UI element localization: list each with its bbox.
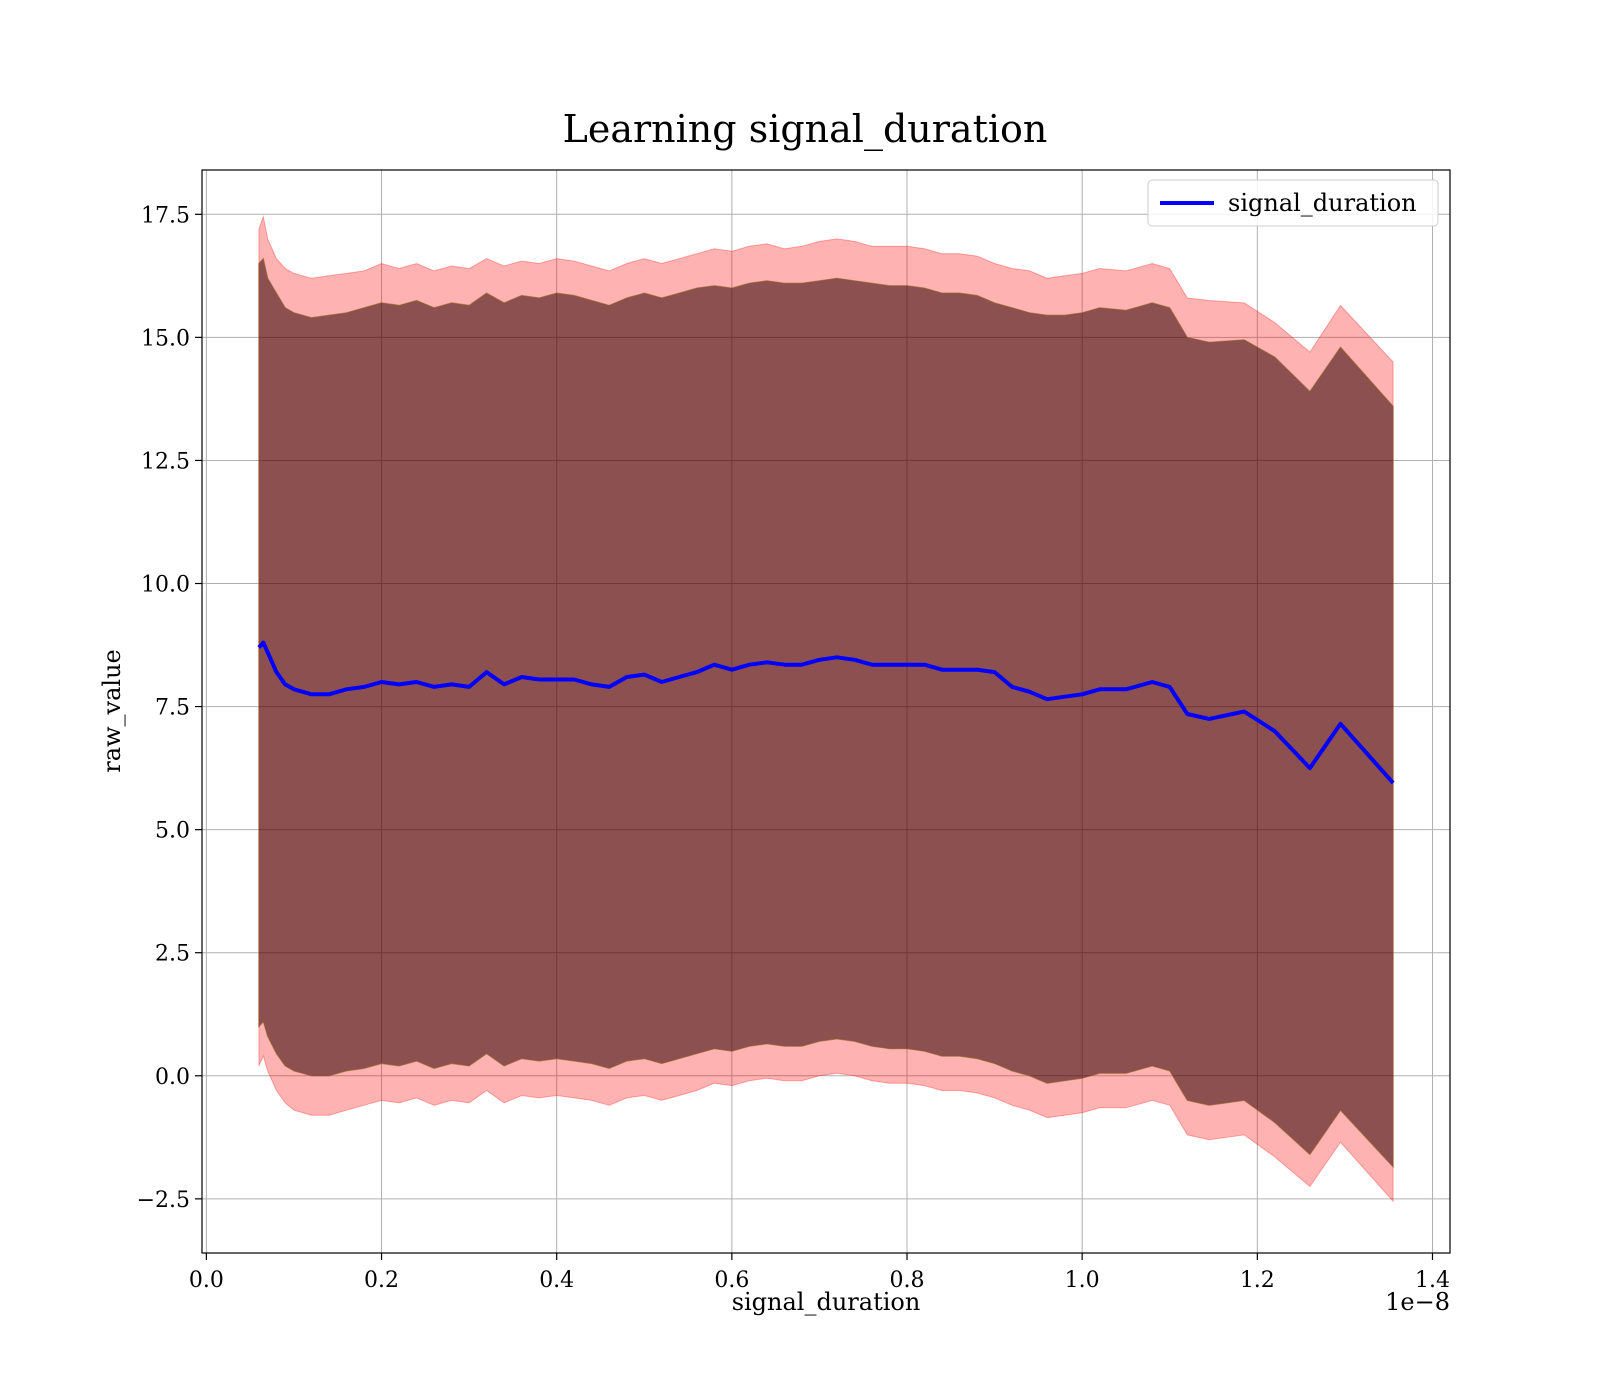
x-tick-label: 0.2 xyxy=(364,1268,399,1293)
y-tick-label: 5.0 xyxy=(155,819,190,844)
y-tick-label: 0.0 xyxy=(155,1065,190,1090)
x-tick-label: 0.8 xyxy=(890,1268,925,1293)
y-tick-label: −2.5 xyxy=(137,1188,190,1213)
line-layer xyxy=(257,640,1395,785)
legend: signal_duration xyxy=(1147,179,1439,227)
y-tick-label: 7.5 xyxy=(155,696,190,721)
y-tick-label: 15.0 xyxy=(141,326,190,351)
y-tick-layer: −2.5 0.0 2.5 5.0 7.5 10.0 12.5 15.0 17.5 xyxy=(137,203,202,1213)
legend-box xyxy=(1147,179,1439,227)
x-tick-label: 0.4 xyxy=(539,1268,574,1293)
x-tick-label: 1.4 xyxy=(1415,1268,1450,1293)
x-offset-text: 1e−8 xyxy=(1385,1288,1450,1316)
band-layer xyxy=(258,214,1394,1203)
x-tick-label: 1.0 xyxy=(1065,1268,1100,1293)
chart-title: Learning signal_duration xyxy=(563,107,1048,152)
x-tick-layer: 0.0 0.2 0.4 0.6 0.8 1.0 1.2 1.4 xyxy=(189,1253,1450,1293)
series-line-signal-duration xyxy=(257,640,1395,785)
legend-entry-signal-duration: signal_duration xyxy=(1228,189,1417,217)
y-tick-label: 17.5 xyxy=(141,203,190,228)
inner-confidence-band xyxy=(258,257,1394,1169)
x-tick-label: 1.2 xyxy=(1240,1268,1275,1293)
x-tick-label: 0.0 xyxy=(189,1268,224,1293)
y-tick-label: 10.0 xyxy=(141,573,190,598)
x-axis-label: signal_duration xyxy=(732,1288,921,1316)
x-tick-label: 0.6 xyxy=(714,1268,749,1293)
y-tick-label: 12.5 xyxy=(141,449,190,474)
plot-frame xyxy=(201,169,1451,1254)
y-axis-label: raw_value xyxy=(98,649,126,773)
y-tick-label: 2.5 xyxy=(155,942,190,967)
